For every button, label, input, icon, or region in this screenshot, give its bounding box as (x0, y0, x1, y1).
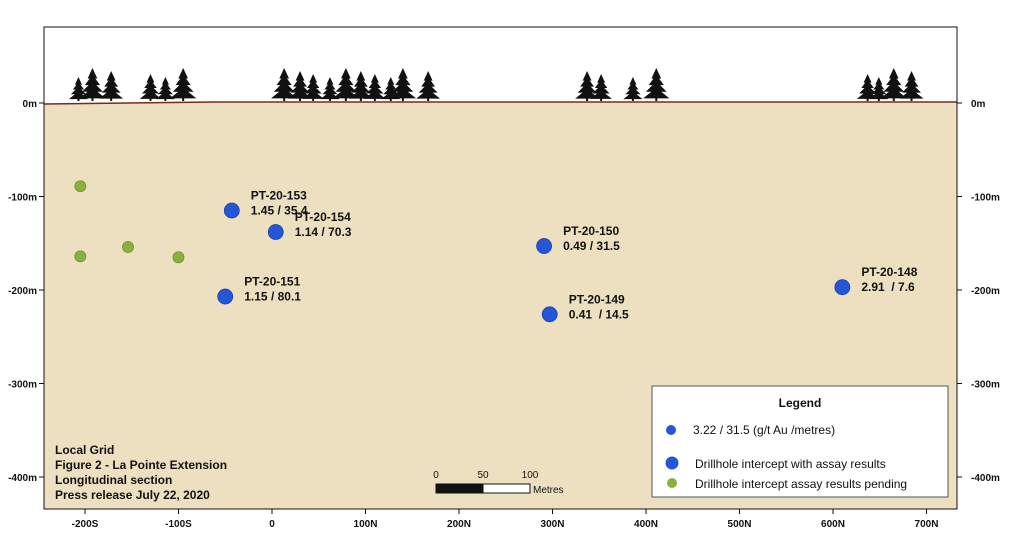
figure-notes: Local Grid Figure 2 - La Pointe Extensio… (55, 443, 227, 502)
tree-icon (99, 71, 124, 101)
y-tick-label-left: -200m (8, 286, 37, 297)
y-tick-label-left: -300m (8, 380, 37, 391)
assay-point (536, 238, 552, 254)
pending-point (74, 180, 87, 193)
assay-point (267, 224, 284, 240)
x-tick-label: -200S (72, 519, 99, 530)
note-section-type: Longitudinal section (55, 473, 172, 487)
tree-icon (899, 71, 924, 101)
tree-icon (139, 74, 162, 101)
y-tick-label-right: -400m (971, 473, 1000, 484)
pending-point (172, 251, 185, 264)
tree-icon (389, 68, 417, 101)
assay-point (541, 306, 558, 323)
tree-icon (869, 77, 889, 101)
tree-icon (590, 74, 612, 101)
y-tick-label-left: 0m (23, 99, 38, 110)
y-tick-label-right: -200m (971, 286, 1000, 297)
x-tick-label: 200N (447, 519, 471, 530)
legend: Legend 3.22 / 31.5 (g/t Au /metres) Dril… (651, 385, 949, 498)
tree-icon (155, 77, 175, 101)
x-tick-label: 0 (269, 519, 275, 530)
note-figure-title: Figure 2 - La Pointe Extension (55, 458, 227, 472)
y-tick-label-left: -400m (8, 473, 37, 484)
x-tick-label: 700N (915, 519, 939, 530)
drillhole-id-label: PT-20-154 (295, 210, 351, 224)
drillhole-grade-label: 0.41 / 14.5 (569, 307, 629, 321)
legend-assay-label: Drillhole intercept with assay results (695, 457, 886, 471)
scale-label-100: 100 (522, 470, 539, 481)
drillhole-grade-label: 1.45 / 35.4 (251, 204, 308, 218)
legend-assay-marker (665, 456, 679, 470)
legend-pending-label: Drillhole intercept assay results pendin… (695, 477, 907, 491)
scale-unit: Metres (533, 485, 564, 496)
drillhole-grade-label: 2.91 / 7.6 (861, 280, 915, 294)
scale-label-0: 0 (433, 470, 439, 481)
x-tick-label: -100S (165, 519, 192, 530)
pending-point (74, 250, 87, 263)
tree-icon (288, 71, 313, 101)
note-local-grid: Local Grid (55, 443, 114, 457)
plot-frame (43, 26, 958, 510)
drillhole-grade-label: 0.49 / 31.5 (563, 239, 620, 253)
scale-segment-black (435, 483, 484, 494)
tree-icon (643, 68, 670, 101)
scale-label-50: 50 (477, 470, 489, 481)
tree-icon (302, 74, 324, 101)
x-tick-label: 400N (634, 519, 658, 530)
y-axis-left: 0m -100m -200m -300m -400m (8, 99, 44, 484)
tree-icon (381, 77, 401, 101)
tree-icon (416, 71, 441, 101)
y-tick-label-right: -100m (971, 193, 1000, 204)
x-tick-label: 500N (728, 519, 752, 530)
tree-silhouettes (68, 68, 924, 101)
x-tick-label: 600N (821, 519, 845, 530)
legend-pending-marker (667, 478, 677, 488)
assay-point (834, 279, 851, 296)
tree-icon (364, 74, 386, 101)
drillhole-id-label: PT-20-151 (244, 275, 300, 289)
x-tick-label: 300N (541, 519, 565, 530)
tree-icon (170, 68, 197, 101)
legend-title: Legend (779, 396, 822, 410)
legend-example-label: 3.22 / 31.5 (g/t Au /metres) (693, 423, 835, 437)
tree-icon (320, 77, 340, 101)
tree-icon (880, 68, 907, 101)
note-press-release: Press release July 22, 2020 (55, 488, 210, 502)
y-tick-label-left: -100m (8, 193, 37, 204)
pending-point (122, 241, 134, 253)
drillhole-id-label: PT-20-149 (569, 292, 625, 306)
x-axis: -200S -100S 0 100N 200N 300N 400N 500N 600N 700N (72, 509, 939, 530)
tree-icon (623, 77, 643, 101)
tree-icon (270, 68, 298, 101)
drillhole-id-label: PT-20-150 (563, 224, 619, 238)
tree-icon (332, 68, 360, 101)
drillhole-grade-label: 1.15 / 80.1 (244, 290, 301, 304)
tree-icon (575, 71, 600, 101)
legend-example-marker (666, 425, 676, 435)
drillhole-id-label: PT-20-153 (251, 189, 307, 203)
assay-point (217, 288, 234, 305)
x-tick-label: 100N (354, 519, 378, 530)
tree-icon (79, 68, 106, 101)
drillhole-grade-label: 1.14 / 70.3 (295, 225, 352, 239)
y-axis-right: 0m -100m -200m -300m -400m (957, 99, 1000, 484)
ground-surface-line (44, 101, 957, 105)
scale-bar: 0 50 100 Metres (433, 470, 563, 496)
tree-icon (348, 71, 373, 101)
tree-icon (68, 77, 89, 101)
scale-segment-white (482, 483, 531, 494)
legend-box (651, 385, 949, 498)
drillhole-id-label: PT-20-148 (861, 265, 917, 279)
assay-point (223, 202, 240, 219)
y-tick-label-right: 0m (971, 99, 986, 110)
y-tick-label-right: -300m (971, 380, 1000, 391)
